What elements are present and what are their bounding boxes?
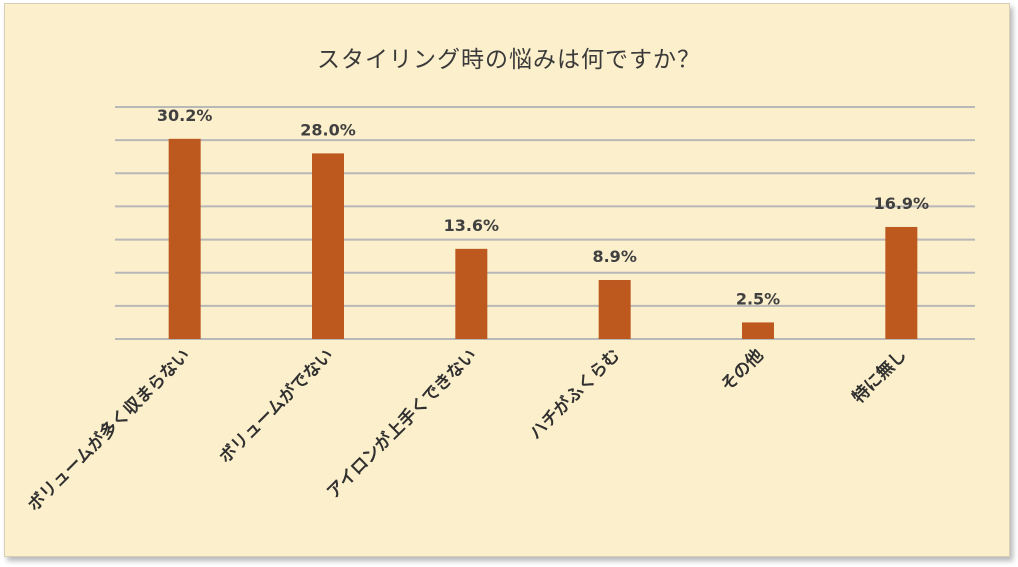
x-tick-label: ハチがふくらむ <box>525 345 624 444</box>
data-label: 2.5% <box>736 289 780 308</box>
bar <box>885 226 918 339</box>
x-tick-label: その他 <box>717 345 768 396</box>
x-tick-label: アイロンが上手くできない <box>323 345 481 503</box>
data-label: 16.9% <box>874 194 930 213</box>
bar <box>312 153 344 339</box>
x-tick-label: ボリュームがでない <box>215 345 338 468</box>
x-tick-label: 特に無し <box>848 345 911 408</box>
data-label: 13.6% <box>444 216 500 235</box>
data-label: 28.0% <box>300 120 356 139</box>
bar <box>742 322 774 339</box>
chart-title: スタイリング時の悩みは何ですか？ <box>317 47 701 73</box>
bar <box>598 280 631 339</box>
data-label: 30.2% <box>157 106 213 125</box>
bar <box>168 138 201 339</box>
data-label: 8.9% <box>592 247 636 266</box>
bar <box>455 248 488 339</box>
x-tick-label: ボリュームが多く収まらない <box>23 345 194 516</box>
